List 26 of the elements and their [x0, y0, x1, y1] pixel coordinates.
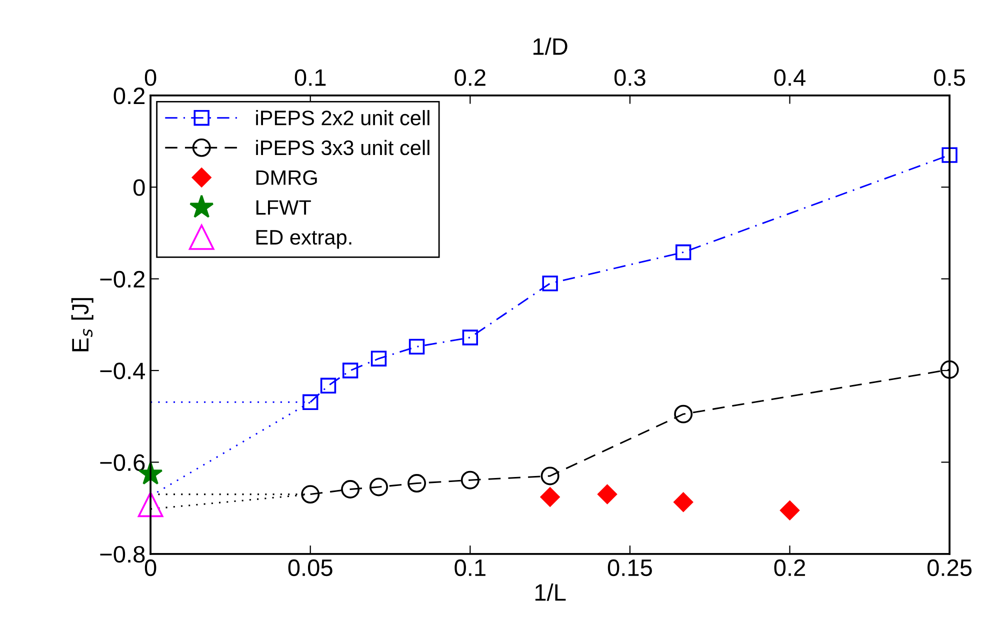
legend-label: LFWT	[256, 200, 311, 215]
x2-tick-label: 0	[144, 69, 156, 86]
x-tick-label: 0	[144, 559, 156, 576]
y-tick-label: −0.2	[100, 270, 145, 288]
x2-tick-label: 0.4	[774, 69, 806, 86]
x2-tick-label: 0.1	[294, 69, 326, 86]
y-tick-label: 0	[133, 179, 145, 196]
x-axis-title: 1/L	[535, 584, 566, 601]
x2-tick-label: 0.3	[614, 69, 646, 86]
x2-axis-title: 1/D	[533, 38, 568, 55]
y-tick-label: −0.6	[100, 454, 145, 471]
x-tick-label: 0.15	[608, 559, 652, 576]
x2-tick-label: 0.5	[934, 69, 965, 86]
legend-label: DMRG	[256, 170, 317, 186]
x-tick-label: 0.25	[928, 559, 972, 576]
x2-tick-label: 0.2	[454, 69, 486, 86]
y-tick-label: −0.8	[100, 546, 145, 563]
legend-label: iPEPS 3x3 unit cell	[256, 140, 430, 156]
x-tick-label: 0.05	[288, 559, 332, 576]
x-tick-label: 0.2	[774, 559, 805, 576]
legend-label: ED extrap.	[256, 230, 352, 249]
y-tick-label: −0.4	[100, 362, 145, 380]
y-axis-title: E$_{s}$ [J]	[71, 298, 94, 352]
x-tick-label: 0.1	[454, 559, 486, 576]
y-tick-label: 0.2	[114, 88, 145, 104]
legend-label: iPEPS 2x2 unit cell	[256, 110, 430, 126]
